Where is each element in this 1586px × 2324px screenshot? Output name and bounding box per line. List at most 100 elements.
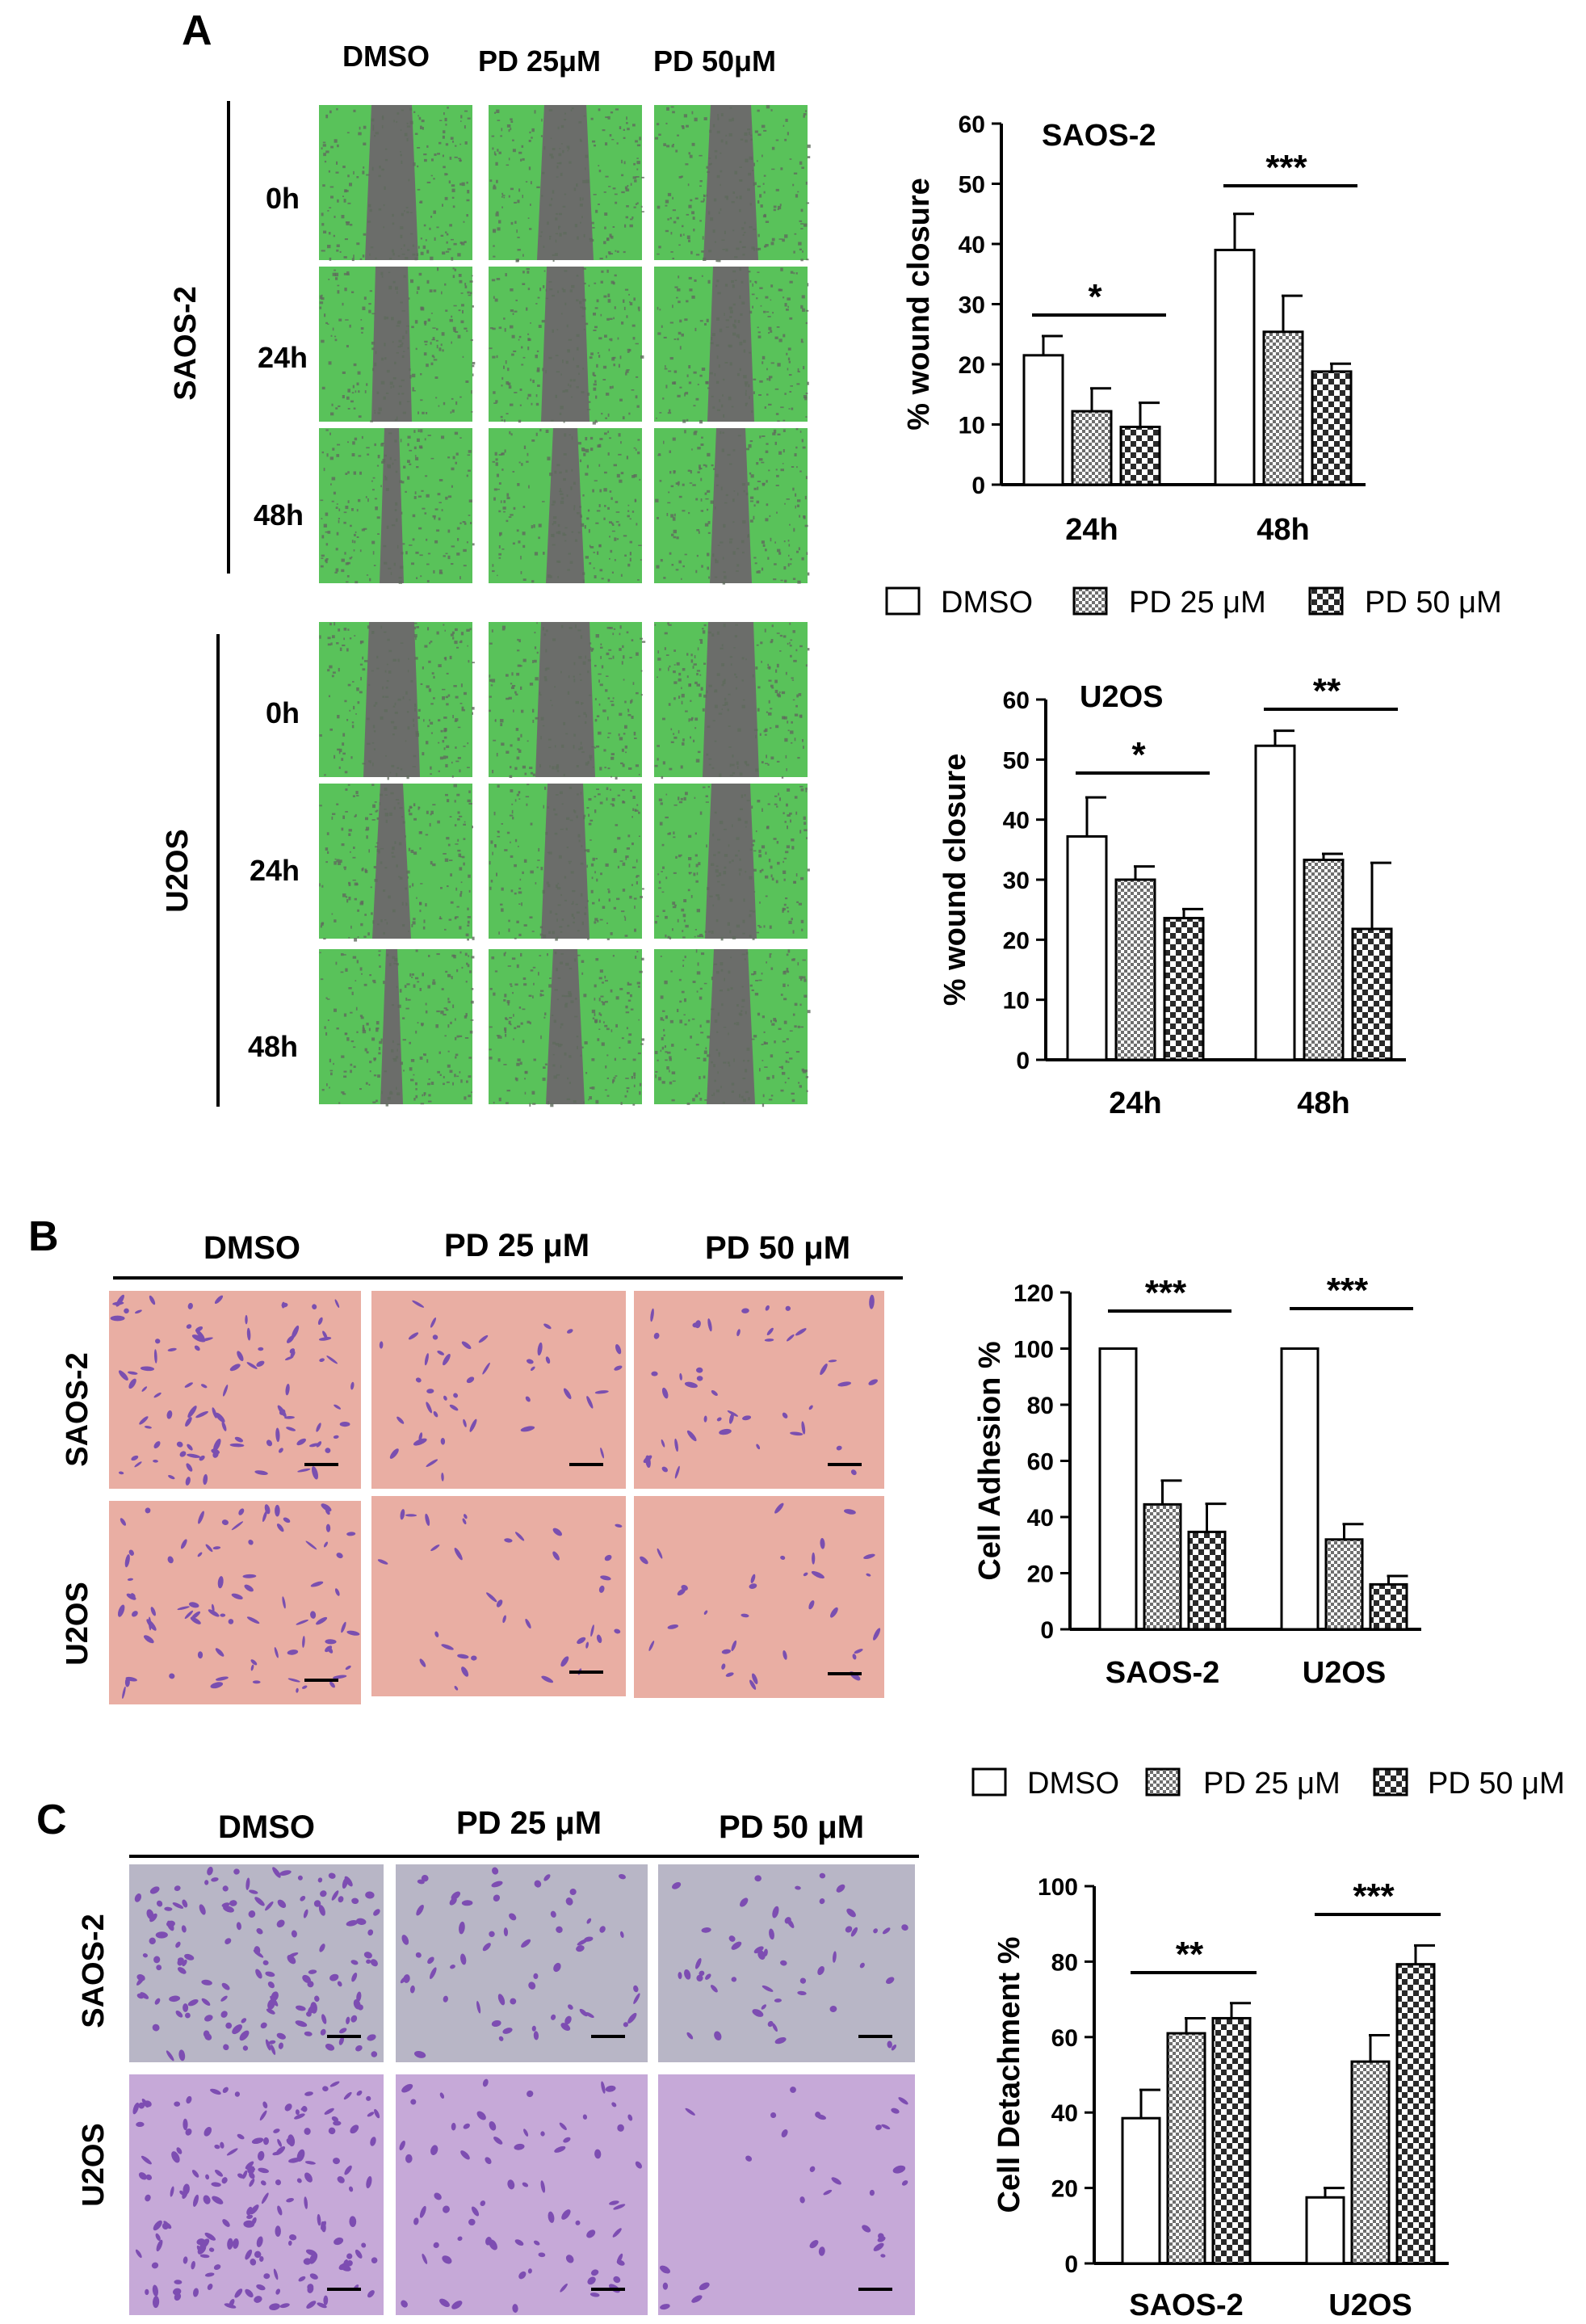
adhesion-image-tile xyxy=(109,1291,361,1489)
significance-marker: * xyxy=(1088,277,1102,317)
y-tick-label: 100 xyxy=(1038,1874,1078,1901)
panel-b-col-2: PD 25 μM xyxy=(444,1228,590,1263)
y-tick-label: 40 xyxy=(1051,2100,1078,2127)
significance-marker: ** xyxy=(1313,671,1341,711)
y-tick-label: 20 xyxy=(959,352,985,379)
panel-b-col-3: PD 50 μM xyxy=(705,1230,850,1266)
y-axis-label: % wound closure xyxy=(938,754,972,1006)
detachment-image-tile xyxy=(658,1864,915,2062)
panel-a-u2os-row-0h: 0h xyxy=(266,696,300,729)
y-tick-label: 100 xyxy=(1013,1337,1054,1364)
bar xyxy=(1071,410,1113,486)
y-tick-label: 0 xyxy=(1040,1617,1054,1644)
panel-b-col-1: DMSO xyxy=(203,1230,300,1266)
bar xyxy=(1143,1502,1182,1631)
wound-image-tile xyxy=(489,428,642,583)
wound-image-tile xyxy=(319,784,475,942)
chart-saos-wound-closure: 0 10 20 30 40 50 60 % wound closure SAOS-2 24h * 48… xyxy=(902,111,1366,547)
panel-c-col-1: DMSO xyxy=(218,1809,315,1845)
wound-image-tile xyxy=(654,784,810,941)
bar xyxy=(1303,858,1345,1061)
legend-a-swatch-dmso xyxy=(885,586,921,616)
y-axis-label: Cell Adhesion % xyxy=(973,1341,1007,1580)
y-tick-label: 0 xyxy=(1016,1048,1030,1074)
chart-title: SAOS-2 xyxy=(1042,119,1156,153)
chart-title: U2OS xyxy=(1080,680,1163,714)
chart-cell-adhesion: 0 20 40 60 80 100 120 Cell Adhesion % SAOS-2 *** U… xyxy=(973,1271,1421,1690)
wound-image-tile xyxy=(489,784,644,941)
y-tick-label: 50 xyxy=(1003,747,1030,774)
wound-image-tile xyxy=(654,949,811,1107)
legend-c-label-dmso: DMSO xyxy=(1027,1767,1119,1801)
legend-c-swatch-pd25 xyxy=(1145,1767,1181,1797)
y-tick-label: 40 xyxy=(959,232,985,258)
panel-a-col-1: DMSO xyxy=(342,40,430,73)
y-tick-label: 10 xyxy=(959,413,985,439)
bar xyxy=(1187,1530,1227,1631)
bar xyxy=(1114,878,1156,1061)
panel-a-saos-label: SAOS-2 xyxy=(169,286,203,400)
bar xyxy=(1066,834,1108,1061)
panel-a-u2os-row-24h: 24h xyxy=(250,854,300,887)
legend-a-label-pd50: PD 50 μM xyxy=(1365,586,1502,620)
chart-u2os-wound-closure: 0 10 20 30 40 50 60 % wound closure U2OS 24h * 48h *… xyxy=(938,671,1406,1120)
legend-a: DMSO PD 25 μM PD 50 μM xyxy=(885,586,1502,620)
y-tick-label: 20 xyxy=(1003,927,1030,954)
detachment-image-tile xyxy=(396,1864,648,2062)
legend-c-label-pd50: PD 50 μM xyxy=(1428,1767,1565,1801)
panel-a-saos-row-48h: 48h xyxy=(254,498,304,532)
y-tick-label: 60 xyxy=(1051,2025,1078,2052)
bar xyxy=(1280,1347,1320,1631)
wound-image-tile xyxy=(654,267,809,424)
y-axis-label: Cell Detachment % xyxy=(992,1936,1026,2213)
wound-image-tile xyxy=(319,949,475,1107)
wound-image-tile xyxy=(489,622,646,780)
x-category-label: 24h xyxy=(1065,513,1118,547)
panel-c-row-u2os: U2OS xyxy=(77,2123,111,2206)
y-tick-label: 60 xyxy=(1003,687,1030,714)
bar xyxy=(1163,917,1205,1061)
adhesion-image-tile xyxy=(371,1291,626,1489)
bar xyxy=(1166,2032,1206,2265)
bar xyxy=(1311,370,1353,486)
panel-a-label: A xyxy=(182,7,212,54)
bar xyxy=(1254,744,1296,1061)
legend-a-swatch-pd25 xyxy=(1072,586,1108,616)
y-axis-label: % wound closure xyxy=(902,178,936,430)
x-category-label: SAOS-2 xyxy=(1106,1656,1219,1690)
bar xyxy=(1262,330,1304,486)
y-tick-label: 80 xyxy=(1051,1949,1078,1976)
legend-a-label-dmso: DMSO xyxy=(941,586,1033,620)
panel-b-label: B xyxy=(28,1213,59,1260)
legend-c-swatch-dmso xyxy=(971,1767,1007,1797)
bar xyxy=(1350,2060,1391,2265)
bar xyxy=(1305,2196,1345,2265)
panel-b: B DMSO PD 25 μM PD 50 μM SAOS-2 U2OS xyxy=(28,1213,903,1704)
x-category-label: U2OS xyxy=(1328,2288,1412,2322)
legend-c: DMSO PD 25 μM PD 50 μM xyxy=(971,1767,1565,1801)
adhesion-image-tile xyxy=(634,1496,884,1698)
panel-b-row-u2os: U2OS xyxy=(61,1582,94,1665)
detachment-image-tile xyxy=(658,2074,915,2315)
significance-marker: * xyxy=(1131,735,1146,775)
wound-image-tile xyxy=(319,267,476,422)
legend-a-swatch-pd50 xyxy=(1308,586,1344,616)
x-category-label: 48h xyxy=(1257,513,1309,547)
bar xyxy=(1351,927,1393,1061)
y-tick-label: 30 xyxy=(1003,868,1030,894)
panel-a-saos-row-24h: 24h xyxy=(258,341,308,374)
legend-a-label-pd25: PD 25 μM xyxy=(1129,586,1266,620)
y-tick-label: 80 xyxy=(1027,1393,1054,1419)
panel-c-col-2: PD 25 μM xyxy=(456,1805,602,1841)
y-tick-label: 40 xyxy=(1027,1505,1054,1532)
panel-c-row-saos: SAOS-2 xyxy=(77,1914,111,2028)
x-category-label: U2OS xyxy=(1303,1656,1386,1690)
x-category-label: 24h xyxy=(1109,1086,1161,1120)
y-tick-label: 30 xyxy=(959,292,985,319)
panel-a-col-2: PD 25μM xyxy=(478,44,601,78)
wound-image-tile xyxy=(489,105,644,263)
detachment-image-tile xyxy=(396,2074,648,2315)
chart-cell-detachment: 0 20 40 60 80 100 Cell Detachment % SAOS-2 ** U2O… xyxy=(992,1874,1449,2322)
bar xyxy=(1324,1538,1364,1631)
